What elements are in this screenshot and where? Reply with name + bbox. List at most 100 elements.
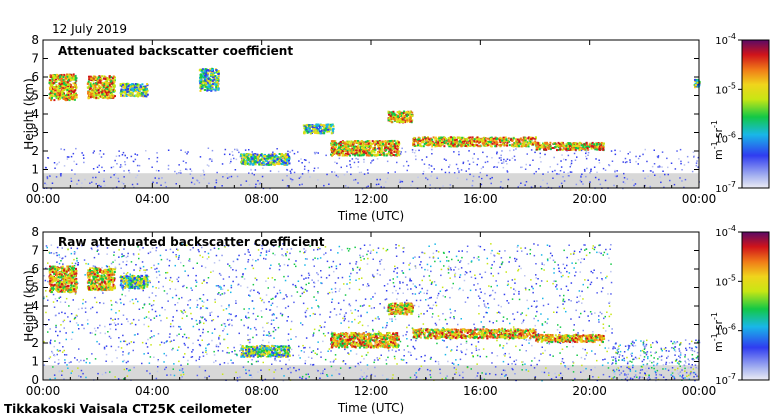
panel-raw-noise-point xyxy=(528,289,531,291)
panel-attenuated-layer-point xyxy=(360,154,363,157)
panel-attenuated-layer-point xyxy=(406,117,409,120)
panel-attenuated-layer-point xyxy=(388,150,390,153)
panel-raw-noise-point xyxy=(286,251,288,253)
panel-attenuated-noise-point xyxy=(518,184,521,186)
panel-raw-noise-point xyxy=(540,353,542,355)
panel-attenuated-layer-point xyxy=(440,136,442,139)
panel-raw-noise-point xyxy=(259,254,262,257)
panel-attenuated-layer-point xyxy=(62,79,65,82)
panel-attenuated-layer-point xyxy=(99,87,101,90)
panel-attenuated-noise-point xyxy=(674,168,677,170)
panel-attenuated-layer-point xyxy=(312,127,314,130)
panel-raw-noise-point xyxy=(329,311,332,313)
panel-attenuated-noise-point xyxy=(290,172,292,174)
panel-attenuated-noise-point xyxy=(456,177,459,179)
panel-raw-noise-point xyxy=(263,301,265,304)
panel-attenuated-ytick-label: 1 xyxy=(31,163,39,177)
panel-raw-noise-point xyxy=(182,312,184,315)
panel-attenuated-noise-point xyxy=(460,169,463,171)
panel-attenuated-layer-point xyxy=(213,78,216,81)
panel-raw-noise-point xyxy=(226,351,228,354)
panel-raw-noise-point xyxy=(270,298,273,300)
panel-attenuated-layer-point xyxy=(101,75,104,78)
panel-attenuated-layer-point xyxy=(204,79,207,82)
panel-attenuated-layer-point xyxy=(394,142,397,145)
panel-attenuated-layer-point xyxy=(286,159,288,161)
panel-attenuated-noise-point xyxy=(335,174,338,177)
panel-attenuated-layer-point xyxy=(349,149,352,152)
panel-attenuated-layer-point xyxy=(314,131,316,134)
panel-attenuated-layer-point xyxy=(135,90,138,93)
panel-attenuated-layer-point xyxy=(373,153,376,156)
panel-raw-noise-point xyxy=(485,306,487,309)
panel-raw-noise-point xyxy=(347,250,350,252)
panel-raw-noise-point xyxy=(546,258,549,260)
panel-attenuated-noise-point xyxy=(479,171,482,174)
panel-attenuated-layer-point xyxy=(129,85,132,88)
panel-attenuated-layer-point xyxy=(585,144,588,147)
panel-attenuated-layer-point xyxy=(87,82,89,85)
panel-raw-noise-point xyxy=(597,376,600,379)
panel-raw-noise-point xyxy=(137,277,139,279)
panel-attenuated-layer-point xyxy=(120,90,123,93)
panel-attenuated-layer-point xyxy=(383,140,386,143)
panel-raw-noise-point xyxy=(395,350,397,353)
panel-raw-noise-point xyxy=(54,298,57,300)
panel-attenuated-layer-point xyxy=(203,70,206,73)
panel-attenuated-layer-point xyxy=(90,85,92,88)
panel-attenuated-noise-point xyxy=(214,186,216,188)
panel-attenuated-noise-point xyxy=(417,176,419,179)
panel-attenuated-layer-point xyxy=(66,89,69,91)
panel-attenuated-noise-point xyxy=(133,186,135,189)
panel-attenuated-layer-point xyxy=(63,73,66,76)
panel-raw-noise-point xyxy=(338,290,340,292)
panel-raw-noise-point xyxy=(692,368,695,370)
panel-attenuated-layer-point xyxy=(580,144,583,147)
panel-raw-noise-point xyxy=(298,345,300,348)
panel-raw-noise-point xyxy=(47,299,49,301)
panel-raw-noise-point xyxy=(179,369,181,371)
panel-raw-noise-point xyxy=(290,295,293,297)
panel-attenuated-layer-point xyxy=(252,153,255,156)
panel-attenuated-layer-point xyxy=(136,83,139,86)
panel-attenuated-noise-point xyxy=(110,176,112,179)
panel-raw-noise-point xyxy=(287,275,289,278)
panel-attenuated-layer-point xyxy=(243,153,246,156)
panel-attenuated-layer-point xyxy=(95,96,98,99)
panel-attenuated-layer-point xyxy=(106,94,108,97)
panel-attenuated-layer-point xyxy=(695,79,698,82)
panel-attenuated-layer-point xyxy=(438,136,441,139)
panel-raw-noise-point xyxy=(656,341,658,344)
panel-attenuated-layer-point xyxy=(596,142,598,145)
panel-attenuated-noise-point xyxy=(411,151,414,153)
panel-attenuated-layer-point xyxy=(401,121,404,123)
panel-raw-noise-point xyxy=(537,244,539,246)
panel-attenuated-layer-point xyxy=(74,79,77,81)
panel-attenuated-layer-point xyxy=(91,88,94,91)
panel-attenuated-layer-point xyxy=(93,87,96,90)
panel-attenuated-noise-point xyxy=(226,177,229,179)
panel-attenuated-layer-point xyxy=(583,148,586,151)
panel-attenuated-ytick-label: 5 xyxy=(31,89,39,103)
panel-attenuated-noise-point xyxy=(122,151,125,154)
panel-attenuated-layer-point xyxy=(342,147,345,150)
panel-raw-noise-point xyxy=(414,285,416,287)
panel-attenuated-layer-point xyxy=(560,141,563,144)
panel-attenuated-layer-point xyxy=(267,154,270,157)
panel-attenuated-layer-point xyxy=(581,146,584,149)
panel-attenuated-layer-point xyxy=(536,142,539,145)
panel-raw-noise-point xyxy=(330,249,332,251)
panel-attenuated-noise-point xyxy=(315,151,318,154)
panel-attenuated-layer-point xyxy=(390,148,393,151)
panel-attenuated-noise-point xyxy=(55,163,58,166)
panel-attenuated-layer-point xyxy=(259,162,262,165)
panel-attenuated-noise-point xyxy=(585,152,587,155)
panel-raw-noise-point xyxy=(486,312,488,314)
panel-attenuated-layer-point xyxy=(382,143,385,146)
panel-raw-noise-point xyxy=(376,357,378,359)
panel-attenuated-noise-point xyxy=(199,156,202,158)
panel-attenuated-noise-point xyxy=(552,177,554,179)
panel-attenuated-layer-point xyxy=(435,143,438,146)
panel-raw-noise-point xyxy=(287,339,289,341)
panel-raw-noise-point xyxy=(110,308,113,311)
